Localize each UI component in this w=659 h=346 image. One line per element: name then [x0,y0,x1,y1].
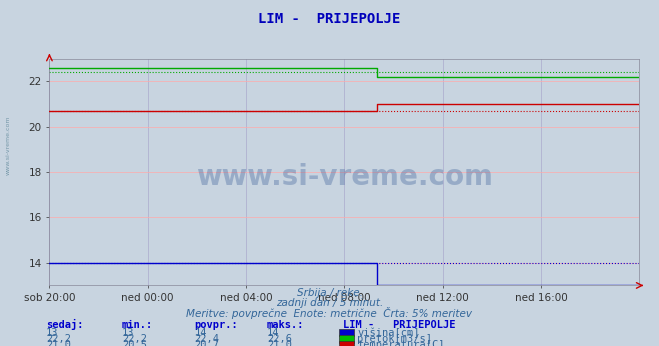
Text: temperatura[C]: temperatura[C] [357,340,445,346]
Text: pretok[m3/s]: pretok[m3/s] [357,334,432,344]
Text: LIM -   PRIJEPOLJE: LIM - PRIJEPOLJE [343,320,455,330]
Text: 22,2: 22,2 [122,334,147,344]
Text: www.si-vreme.com: www.si-vreme.com [196,163,493,191]
Text: www.si-vreme.com: www.si-vreme.com [5,116,11,175]
Text: 20,5: 20,5 [122,340,147,346]
Text: 22,4: 22,4 [194,334,219,344]
Text: sedaj:: sedaj: [46,319,84,330]
Text: 22,2: 22,2 [46,334,71,344]
Text: min.:: min.: [122,320,153,330]
Text: 21,0: 21,0 [46,340,71,346]
Text: maks.:: maks.: [267,320,304,330]
Text: 21,0: 21,0 [267,340,292,346]
Text: LIM -  PRIJEPOLJE: LIM - PRIJEPOLJE [258,12,401,26]
Text: 14: 14 [194,328,207,338]
Text: povpr.:: povpr.: [194,320,238,330]
Text: 14: 14 [267,328,279,338]
Text: Meritve: povprečne  Enote: metrične  Črta: 5% meritev: Meritve: povprečne Enote: metrične Črta:… [186,307,473,319]
Text: Srbija / reke.: Srbija / reke. [297,288,362,298]
Text: 13: 13 [46,328,59,338]
Text: 22,6: 22,6 [267,334,292,344]
Text: višina[cm]: višina[cm] [357,327,420,338]
Text: 13: 13 [122,328,134,338]
Text: 20,7: 20,7 [194,340,219,346]
Text: zadnji dan / 5 minut.: zadnji dan / 5 minut. [276,298,383,308]
